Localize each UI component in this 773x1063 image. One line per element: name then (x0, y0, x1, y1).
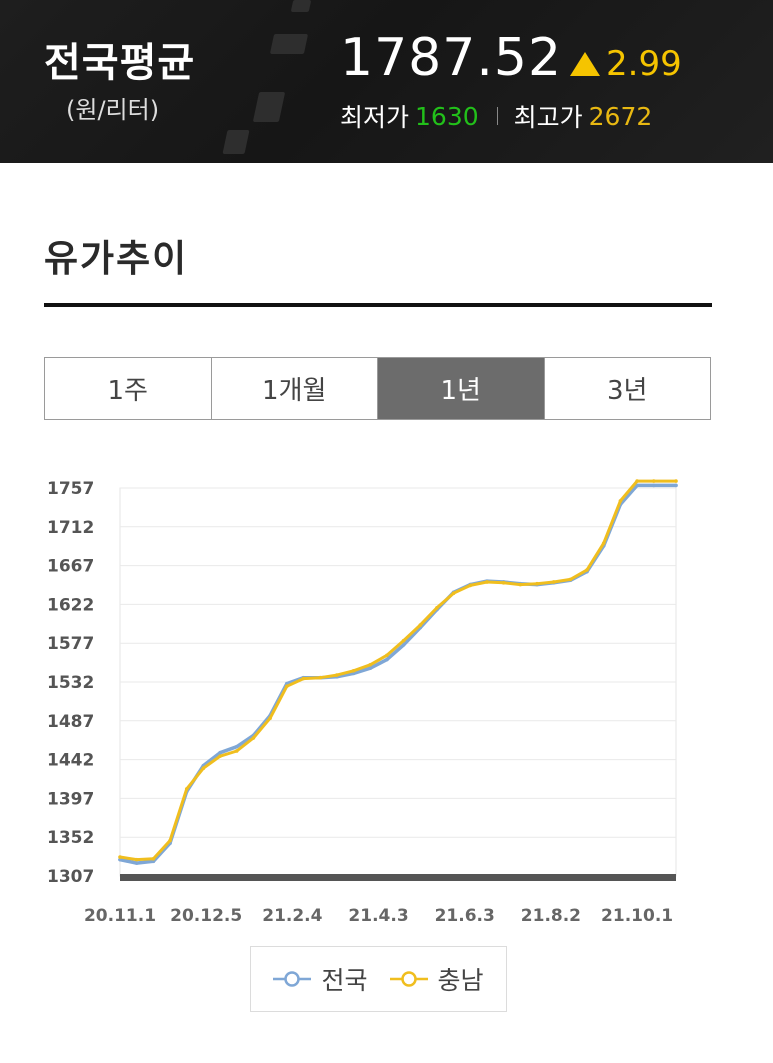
data-point (335, 673, 339, 677)
y-tick-label: 1442 (47, 751, 94, 771)
y-tick-label: 1577 (47, 634, 94, 654)
data-point (134, 857, 139, 862)
data-point (118, 857, 122, 862)
y-tick-label: 1757 (47, 479, 94, 499)
data-point (418, 623, 423, 627)
data-point (518, 582, 523, 587)
y-tick-label: 1667 (47, 557, 94, 577)
data-point (485, 580, 489, 584)
data-point (184, 787, 189, 791)
legend-label-chungnam: 충남 (437, 966, 484, 995)
data-point (151, 859, 156, 864)
legend-label-national: 전국 (321, 966, 368, 995)
unit-label: (원/리터) (66, 96, 160, 124)
data-point (674, 479, 678, 483)
y-tick-label: 1622 (47, 595, 94, 615)
data-point (601, 541, 606, 545)
x-tick-label: 21.4.3 (348, 906, 408, 926)
divider (496, 107, 498, 125)
up-triangle-icon (570, 52, 600, 76)
data-point (368, 666, 373, 671)
change-value: 2.99 (606, 44, 682, 84)
average-price: 1787.52 (340, 28, 563, 88)
data-point (251, 736, 256, 740)
legend-marker-chungnam-icon (389, 971, 428, 987)
data-point (451, 591, 456, 595)
data-point (635, 479, 639, 483)
header-decoration (252, 92, 286, 122)
data-point (218, 750, 222, 755)
x-axis-line (120, 874, 676, 881)
data-point (118, 855, 122, 859)
price-trend-chart: 1307 1352 1397 1442 1487 1532 1577 1622 1667 1712… (0, 450, 773, 940)
data-point (151, 856, 156, 861)
tab-1-month[interactable]: 1개월 (211, 358, 378, 419)
legend-item-chungnam[interactable]: 충남 (389, 961, 484, 997)
data-point (651, 483, 656, 488)
tab-3-years[interactable]: 3년 (544, 358, 710, 419)
max-label: 최고가 (513, 103, 583, 132)
data-point (168, 838, 172, 843)
y-tick-label: 1352 (47, 828, 94, 848)
data-point (651, 479, 656, 483)
data-point (234, 749, 239, 753)
data-point (318, 675, 322, 680)
series-line-chungnam (118, 479, 678, 862)
x-tick-label: 20.12.5 (170, 906, 242, 926)
x-tick-label: 21.6.3 (435, 906, 495, 926)
min-value: 1630 (415, 101, 479, 131)
data-point (401, 638, 406, 643)
data-point (134, 861, 139, 865)
data-point (551, 580, 556, 584)
data-point (618, 499, 623, 503)
data-point (234, 744, 239, 749)
data-point (385, 653, 389, 658)
min-label: 최저가 (340, 103, 410, 132)
max-value: 2672 (588, 101, 653, 131)
price-change: 2.99 (570, 44, 682, 84)
data-point (585, 568, 589, 572)
data-point (268, 716, 272, 721)
header-decoration (290, 0, 312, 12)
x-tick-label: 20.11.1 (84, 906, 156, 926)
data-point (501, 581, 506, 585)
data-point (385, 657, 389, 662)
data-point (218, 754, 222, 758)
tab-1-year[interactable]: 1년 (378, 358, 545, 419)
data-point (674, 483, 678, 488)
price-header: 전국평균 (원/리터) 1787.52 2.99 최저가 1630 최고가 26… (0, 0, 773, 163)
chart-legend: 전국 충남 (250, 946, 507, 1012)
data-point (201, 766, 206, 771)
y-tick-label: 1397 (47, 789, 94, 809)
period-tabs: 1주 1개월 1년 3년 (44, 357, 711, 420)
data-point (401, 643, 406, 647)
header-decoration (269, 34, 309, 54)
data-point (435, 606, 439, 610)
data-point (535, 581, 539, 586)
data-point (285, 684, 289, 689)
tab-1-week[interactable]: 1주 (45, 358, 212, 419)
section-title: 유가추이 (44, 237, 189, 280)
x-tick-label: 21.10.1 (601, 906, 673, 926)
y-tick-label: 1532 (47, 673, 94, 693)
legend-marker-national-icon (273, 971, 312, 987)
legend-item-national[interactable]: 전국 (273, 961, 368, 997)
x-tick-label: 21.2.4 (262, 906, 322, 926)
x-tick-label: 21.8.2 (521, 906, 581, 926)
data-point (368, 662, 373, 667)
data-point (468, 583, 473, 588)
region-title: 전국평균 (44, 40, 196, 86)
data-point (568, 577, 573, 582)
y-tick-label: 1307 (47, 867, 94, 887)
section-divider (44, 303, 712, 307)
y-tick-label: 1487 (47, 712, 94, 732)
min-max-row: 최저가 1630 최고가 2672 (340, 98, 652, 134)
header-decoration (222, 130, 250, 154)
data-point (301, 676, 306, 681)
data-point (351, 668, 356, 673)
y-tick-label: 1712 (47, 518, 94, 538)
series-line-national (118, 483, 678, 865)
